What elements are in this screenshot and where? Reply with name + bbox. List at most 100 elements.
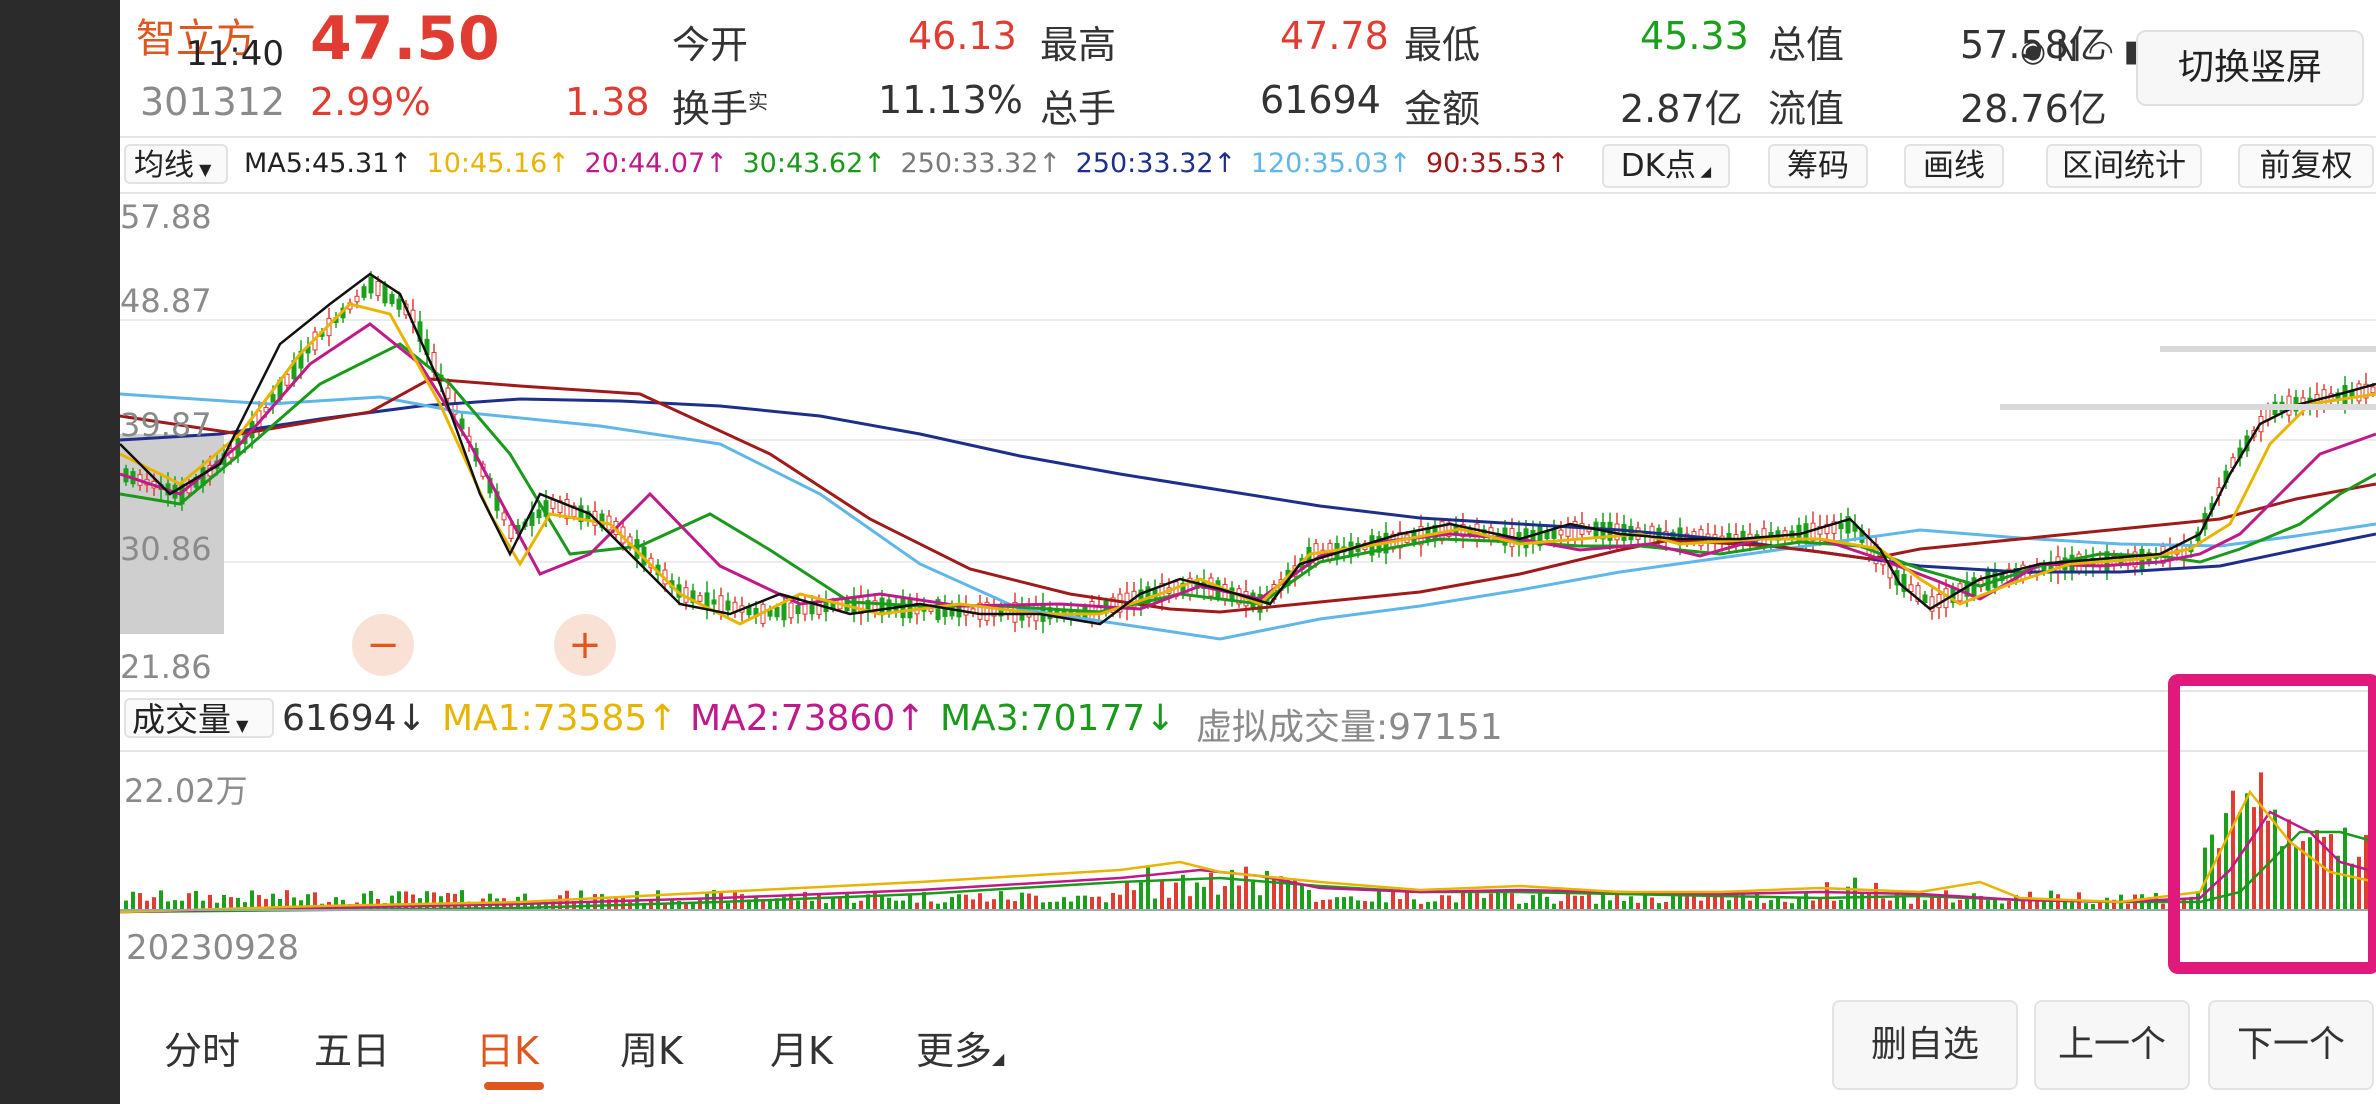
- candle: [284, 373, 290, 386]
- volume-bar: [2182, 899, 2186, 910]
- volume-bar: [1146, 867, 1150, 910]
- volume-bar: [138, 893, 142, 910]
- price-axis-label: 30.86: [120, 530, 212, 568]
- volume-bar: [1174, 882, 1178, 910]
- volume-bar: [1832, 900, 1836, 910]
- volume-bar: [2196, 891, 2200, 910]
- volume-bar: [1559, 901, 1563, 910]
- next-stock-button[interactable]: 下一个: [2208, 1000, 2374, 1090]
- volume-bar: [1748, 900, 1752, 910]
- volume-bar: [2203, 847, 2207, 910]
- volume-bar: [1993, 898, 1997, 910]
- volume-bar: [264, 898, 268, 910]
- volume-bar: [698, 899, 702, 910]
- volume-bar: [1020, 892, 1024, 910]
- volume-bar: [1279, 876, 1283, 910]
- volume-bar: [1762, 903, 1766, 910]
- volume-bar: [1825, 882, 1829, 910]
- volume-ma3: MA3:70177↓: [940, 698, 1176, 739]
- nfc-icon: N: [2055, 34, 2079, 69]
- volume-bar: [1594, 903, 1598, 910]
- volume-bar: [1755, 892, 1759, 910]
- volume-bar: [2210, 834, 2214, 910]
- volume-bar: [1958, 899, 1962, 910]
- previous-stock-button[interactable]: 上一个: [2034, 1000, 2190, 1090]
- volume-bar: [530, 902, 534, 910]
- volume-bar: [1104, 902, 1108, 910]
- volume-bar: [446, 893, 450, 910]
- volume-bar: [1195, 882, 1199, 910]
- candle: [1831, 521, 1837, 534]
- volume-bar: [985, 901, 989, 910]
- volume-bar: [761, 899, 765, 910]
- switch-portrait-button[interactable]: 切换竖屏: [2136, 30, 2364, 106]
- remove-watchlist-button[interactable]: 删自选: [1832, 1000, 2018, 1090]
- volume-bar: [1090, 896, 1094, 910]
- volume-bar: [1356, 900, 1360, 910]
- volume-bar: [1783, 901, 1787, 910]
- candle: [1901, 574, 1907, 592]
- candle: [1145, 586, 1151, 604]
- volume-bar: [845, 892, 849, 910]
- volume-selector-button[interactable]: 成交量 ▼: [124, 698, 274, 739]
- volume-bar: [1349, 896, 1353, 910]
- volume-bar: [159, 890, 163, 910]
- tab-monthly-k[interactable]: 月K: [770, 1029, 833, 1073]
- volume-bar: [810, 900, 814, 910]
- draw-line-button[interactable]: 画线: [1904, 144, 2004, 188]
- forward-adjust-button[interactable]: 前复权: [2238, 144, 2374, 188]
- volume-bar: [180, 900, 184, 910]
- range-stats-button[interactable]: 区间统计: [2046, 144, 2202, 188]
- stat-label-amount: 金额: [1404, 87, 1481, 131]
- volume-bar: [894, 900, 898, 910]
- volume-bar: [1181, 874, 1185, 910]
- volume-bar: [663, 903, 667, 910]
- ma90-line: [120, 377, 2376, 614]
- volume-bar: [866, 894, 870, 910]
- volume-chart[interactable]: [120, 752, 2376, 920]
- tab-more[interactable]: 更多◢: [916, 1020, 1004, 1075]
- candle: [263, 407, 269, 413]
- tab-intraday[interactable]: 分时: [164, 1029, 241, 1073]
- candle: [935, 599, 941, 621]
- candle: [389, 294, 395, 304]
- zoom-out-button[interactable]: −: [352, 614, 414, 676]
- candle: [1628, 525, 1634, 541]
- volume-bar: [1972, 893, 1976, 910]
- volume-bar: [726, 903, 730, 910]
- ma120-value: 120:35.03↑: [1250, 148, 1412, 179]
- volume-ma3-line: [120, 830, 2376, 914]
- volume-ma1-line: [120, 789, 2376, 914]
- volume-bar: [299, 900, 303, 910]
- corner-arrow-icon: ◢: [1695, 164, 1712, 180]
- volume-bar: [2098, 900, 2102, 910]
- ma250-gray-value: 250:33.32↑: [900, 148, 1062, 179]
- tab-daily-k[interactable]: 日K: [476, 1029, 539, 1073]
- ma30-line: [120, 342, 2376, 614]
- kline-chart[interactable]: [120, 194, 2376, 690]
- chips-button[interactable]: 筹码: [1768, 144, 1868, 188]
- stat-label-high: 最高: [1040, 23, 1117, 67]
- volume-bar: [691, 903, 695, 910]
- ma-selector-button[interactable]: 均线 ▼: [124, 144, 228, 184]
- zoom-in-button[interactable]: +: [554, 614, 616, 676]
- candle: [1621, 524, 1627, 541]
- volume-bar: [1006, 899, 1010, 910]
- volume-bar: [824, 903, 828, 910]
- candle: [1558, 529, 1564, 536]
- stat-value-total-value: 57.58亿: [1960, 23, 2107, 67]
- dk-point-button[interactable]: DK点 ◢: [1602, 144, 1730, 188]
- volume-bar: [1965, 898, 1969, 910]
- stat-label-float-value: 流值: [1768, 87, 1845, 131]
- volume-value: 61694↓: [282, 698, 427, 739]
- tab-weekly-k[interactable]: 周K: [620, 1029, 683, 1073]
- volume-bar: [943, 902, 947, 910]
- stat-value-turnover: 11.13%: [878, 78, 1023, 122]
- ma-values: MA5:45.31↑ 10:45.16↑ 20:44.07↑ 30:43.62↑…: [244, 148, 1575, 179]
- tab-five-day[interactable]: 五日: [314, 1029, 391, 1073]
- candle: [795, 604, 801, 615]
- volume-bar: [271, 893, 275, 910]
- volume-bar: [229, 897, 233, 910]
- volume-bar: [677, 900, 681, 910]
- volume-bar: [1258, 895, 1262, 910]
